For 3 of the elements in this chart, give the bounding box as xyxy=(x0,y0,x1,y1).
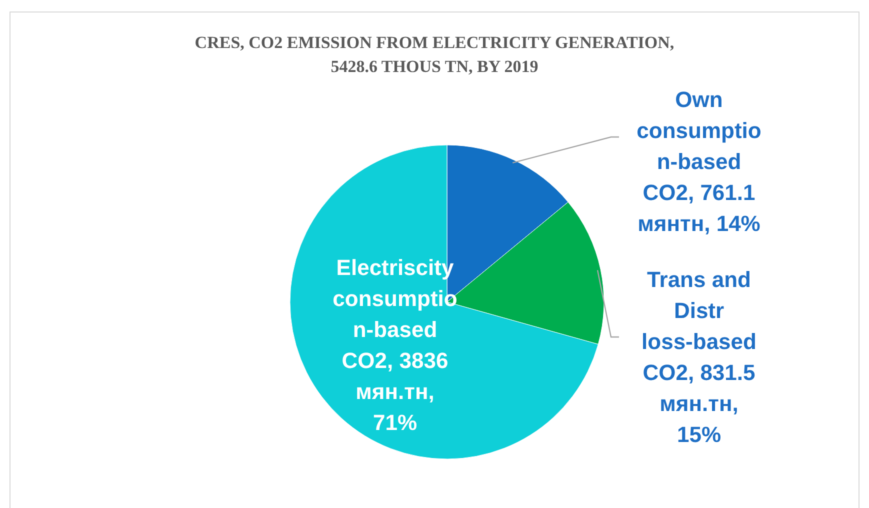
chart-title: CRES, CO2 EMISSION FROM ELECTRICITY GENERATION, 5428.6 THOUS TN, BY 2019 xyxy=(194,33,674,76)
slice-label: Own consumption-based CO2, 761.1 мянтн, 14% xyxy=(636,87,762,236)
slice-label: Trans and Distr loss-based CO2, 831.5 мян.тн, 15% xyxy=(642,267,756,447)
